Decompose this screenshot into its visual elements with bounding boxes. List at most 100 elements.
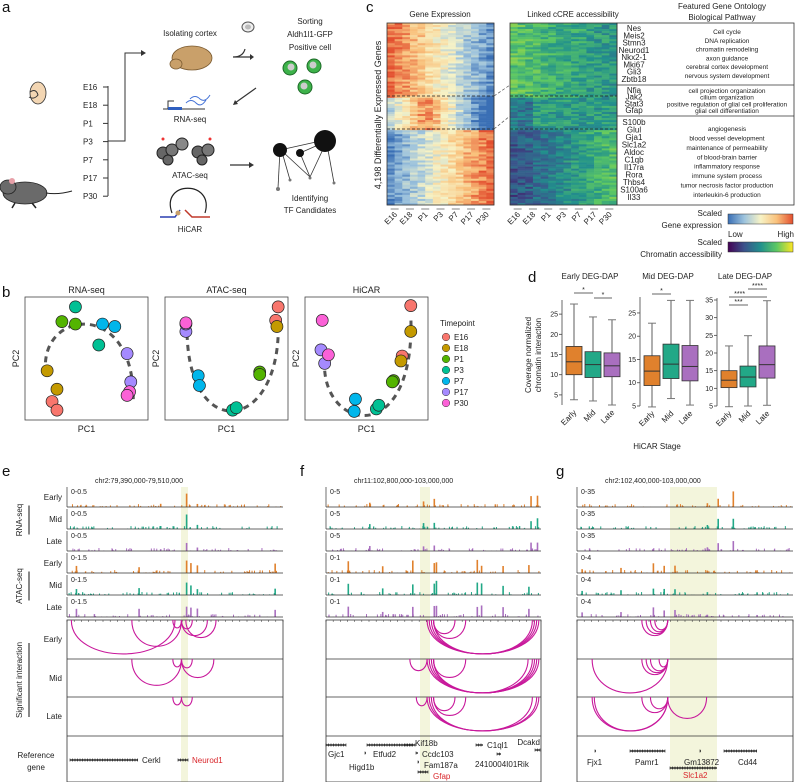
pca-point-P7	[349, 392, 362, 406]
heatmap-cell	[387, 43, 395, 46]
heatmap-cell	[548, 122, 557, 125]
heatmap-cell	[510, 79, 518, 82]
heatmap-cell	[402, 144, 411, 147]
y-tick-label: 5	[709, 404, 713, 411]
heatmap-cell	[540, 51, 549, 54]
heatmap-cell	[525, 116, 534, 119]
heatmap-cell	[409, 83, 418, 86]
heatmap-cell	[609, 93, 618, 97]
heatmap-cell	[555, 107, 564, 111]
heatmap-cell	[440, 29, 449, 32]
heatmap-cell	[432, 71, 441, 74]
heatmap-cell	[548, 138, 557, 141]
heatmap-cell	[432, 83, 441, 86]
heatmap-cell	[471, 99, 480, 103]
legend-swatch	[441, 365, 451, 375]
heatmap-cell	[440, 130, 449, 133]
heatmap-cell	[409, 198, 418, 202]
heatmap-cell	[586, 122, 595, 125]
heatmap-cell	[517, 150, 526, 153]
heatmap-cell	[471, 162, 480, 165]
heatmap-cell	[425, 142, 434, 145]
heatmap-cell	[609, 198, 618, 202]
heatmap-cell	[609, 29, 618, 32]
heatmap-cell	[402, 172, 411, 175]
heatmap-cell	[548, 97, 557, 101]
heatmap-cell	[402, 77, 411, 80]
heatmap-cell	[571, 182, 580, 186]
signal-peak	[652, 563, 655, 573]
heatmap-cell	[402, 41, 411, 44]
heatmap-cell	[394, 99, 403, 103]
heatmap-cell	[409, 172, 418, 175]
heatmap-cell	[555, 67, 564, 70]
heatmap-cell	[463, 25, 472, 28]
heatmap-cell	[540, 190, 549, 194]
heatmap-cell	[586, 83, 595, 86]
heatmap-cell	[571, 83, 580, 86]
heatmap-cell	[425, 166, 434, 169]
interaction-arc-mid	[658, 658, 669, 668]
heatmap-cell	[532, 87, 541, 91]
heatmap-cell	[463, 166, 472, 169]
heatmap-cell	[448, 27, 457, 30]
heatmap-cell	[402, 134, 411, 137]
heatmap-cell	[510, 124, 518, 127]
heatmap-cell	[402, 63, 411, 66]
heatmap-cell	[563, 156, 572, 159]
heatmap-cell	[601, 124, 610, 127]
heatmap-column-label: P7	[447, 210, 461, 224]
heatmap-cell	[594, 23, 603, 26]
heatmap-cell	[425, 170, 434, 173]
heatmap-cell	[540, 142, 549, 145]
heatmap-cell	[409, 158, 418, 161]
heatmap-cell	[609, 128, 618, 131]
heatmap-cell	[601, 111, 610, 115]
heatmap-cell	[394, 156, 403, 159]
heatmap-cell	[463, 136, 472, 139]
pca-plot-title: ATAC-seq	[206, 285, 246, 295]
heatmap-cell	[463, 59, 472, 62]
heatmap-cell	[540, 172, 549, 175]
heatmap-cell	[609, 116, 618, 119]
heatmap-cell	[394, 126, 403, 129]
heatmap-cell	[440, 156, 449, 159]
heatmap-cell	[425, 103, 434, 107]
identifying-label-1: Identifying	[292, 194, 328, 203]
heatmap-cell	[578, 120, 587, 123]
heatmap-cell	[578, 178, 587, 182]
heatmap-cell	[440, 122, 449, 125]
gene-name: Gli3	[627, 68, 642, 77]
heatmap-cell	[525, 126, 534, 129]
heatmap-cell	[455, 190, 464, 194]
heatmap-cell	[486, 87, 495, 91]
heatmap-cell	[455, 198, 464, 202]
heatmap-cell	[525, 47, 534, 50]
heatmap-cell	[532, 122, 541, 125]
heatmap-cell	[578, 59, 587, 62]
heatmap-cell	[425, 111, 434, 115]
heatmap-cell	[486, 53, 495, 56]
heatmap-cell	[609, 23, 618, 26]
gene-name: Aldoc	[624, 148, 644, 157]
heatmap-cell	[609, 154, 618, 157]
heatmap-cell	[440, 132, 449, 135]
gene-label-Slc1a2: Slc1a2	[683, 771, 708, 780]
interaction-arc-early	[185, 619, 217, 638]
signal-peak	[530, 542, 532, 551]
heatmap-cell	[555, 128, 564, 131]
heatmap-cell	[478, 93, 487, 97]
heatmap-cell	[548, 134, 557, 137]
go-pathway: tumor necrosis factor production	[681, 183, 774, 190]
gene-label-Cerkl: Cerkl	[142, 756, 161, 765]
heatmap-cell	[532, 33, 541, 36]
heatmap-cell	[510, 180, 518, 184]
heatmap-cell	[417, 33, 426, 36]
heatmap-cell	[432, 136, 441, 139]
heatmap-cell	[540, 85, 549, 89]
heatmap-cell	[517, 132, 526, 135]
hicar-loop-icon	[160, 187, 210, 218]
heatmap-cell	[540, 111, 549, 115]
heatmap-cell	[578, 73, 587, 76]
heatmap-cell	[486, 27, 495, 30]
